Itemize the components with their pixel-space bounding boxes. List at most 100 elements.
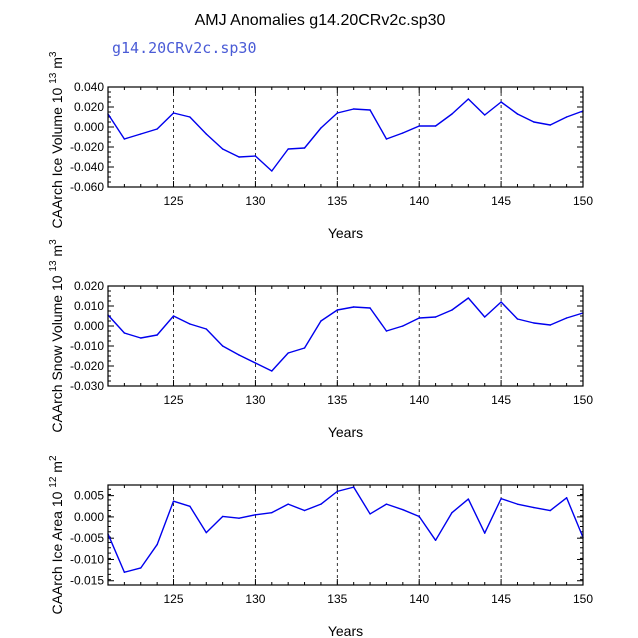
series-segment [254, 511, 273, 516]
series-segment [402, 317, 420, 327]
x-tick-label: 125 [164, 592, 184, 606]
series-segment [303, 503, 322, 512]
series-segment [336, 486, 355, 493]
y-tick-label: -0.005 [70, 531, 104, 545]
series-segment [500, 101, 519, 115]
y-axis-title-main: CAArch Ice Volume 10 [49, 84, 65, 229]
series-segment [320, 490, 339, 505]
series-segment [156, 500, 175, 546]
y-tick-label: -0.010 [70, 339, 104, 353]
x-tick-label: 130 [245, 194, 265, 208]
series-segment [189, 323, 207, 330]
series-segment [369, 109, 388, 140]
x-tick-label: 135 [327, 393, 347, 407]
y-axis-title-exponent: 13 [48, 260, 59, 272]
series-segment [205, 515, 224, 534]
series-segment [287, 147, 306, 150]
plot-frame [107, 285, 584, 387]
series-segment [140, 543, 158, 569]
x-axis-title: Years [328, 424, 363, 440]
x-tick-label: 150 [573, 393, 593, 407]
series-segment [271, 148, 289, 172]
y-tick-label: -0.020 [70, 359, 104, 373]
series-segment [352, 108, 371, 111]
series-segment [565, 497, 584, 539]
x-tick-label: 140 [409, 592, 429, 606]
main-title: AMJ Anomalies g14.20CRv2c.sp30 [195, 12, 446, 29]
series-segment [221, 345, 240, 356]
x-axis-title: Years [328, 623, 363, 638]
series-segment [467, 498, 486, 534]
chart-panel-2: -0.030 -0.020 -0.010 0.000 0.010 0.020 125 130 1… [48, 239, 593, 440]
series-segment [140, 128, 158, 135]
series-segment [320, 112, 339, 129]
chart-panels: -0.060 -0.040 -0.020 0.000 0.020 0.040 125 130 1… [48, 51, 593, 638]
y-axis-title-exponent: 12 [48, 476, 59, 488]
y-axis-title-exponent: 13 [48, 72, 59, 84]
y-tick-label: 0.000 [74, 120, 104, 134]
x-tick-label: 125 [164, 393, 184, 407]
chart-panel-1: -0.060 -0.040 -0.020 0.000 0.020 0.040 125 130 1… [48, 51, 593, 241]
series-segment [287, 347, 306, 354]
y-axis-title-main: CAArch Ice Area 10 [49, 488, 65, 615]
y-tick-label: -0.030 [70, 379, 104, 393]
series-segment [205, 133, 224, 150]
y-tick-label: 0.010 [74, 299, 104, 313]
x-tick-label: 150 [573, 592, 593, 606]
series-segment [189, 505, 207, 534]
series-segment [451, 98, 470, 115]
x-tick-label: 150 [573, 194, 593, 208]
series-segment [221, 148, 240, 158]
series-segment [320, 309, 339, 322]
series-segment [500, 497, 519, 505]
y-axis-title-unit: m [49, 461, 65, 477]
series-segment [172, 500, 191, 507]
series-segment [172, 112, 191, 118]
x-tick-label: 140 [409, 393, 429, 407]
series-segment [484, 101, 502, 116]
series-segment [189, 116, 207, 135]
series-segment [271, 352, 289, 372]
series-segment [533, 322, 551, 326]
series-segment [107, 314, 126, 334]
series-segment [123, 567, 142, 573]
y-tick-label: 0.020 [74, 100, 104, 114]
y-tick-label: 0.000 [74, 510, 104, 524]
series-segment [123, 133, 142, 140]
series-segment [205, 328, 224, 347]
y-axis-title: CAArch Ice Volume 10 13 m3 [48, 51, 65, 228]
series-segment [221, 515, 240, 519]
x-tick-label: 125 [164, 194, 184, 208]
series-segment [418, 316, 437, 319]
x-tick-label: 145 [491, 592, 511, 606]
x-tick-label: 145 [491, 194, 511, 208]
series-segment [156, 112, 175, 130]
series-segment [549, 497, 568, 512]
series-segment [434, 113, 453, 127]
series-segment [238, 514, 257, 519]
series-segment [140, 334, 158, 339]
series-segment [369, 307, 388, 332]
series-segment [418, 515, 437, 542]
series-segment [385, 503, 404, 511]
y-axis-title-unit-exponent: 2 [48, 455, 59, 461]
y-tick-label: -0.060 [70, 180, 104, 194]
y-axis-title: CAArch Snow Volume 10 13 m3 [48, 239, 65, 433]
series-segment [352, 306, 371, 309]
series-segment [434, 309, 453, 318]
series-segment [402, 125, 420, 134]
series-segment [484, 301, 502, 318]
x-tick-label: 135 [327, 592, 347, 606]
series-segment [549, 317, 568, 326]
x-tick-label: 145 [491, 393, 511, 407]
series-segment [516, 318, 535, 324]
series-segment [303, 127, 322, 149]
y-tick-label: -0.010 [70, 552, 104, 566]
series-segment [303, 320, 322, 349]
series-segment [533, 506, 551, 512]
series-segment [516, 113, 535, 123]
series-segment [271, 503, 289, 514]
series-segment [352, 486, 371, 515]
x-tick-label: 130 [245, 393, 265, 407]
